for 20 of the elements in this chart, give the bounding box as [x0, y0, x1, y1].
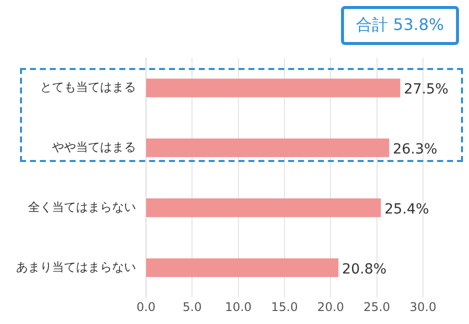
y-tick-label: 全く当てはまらない: [28, 200, 136, 214]
bar: [146, 198, 381, 218]
text: 合計 53.8%: [341, 6, 459, 45]
y-tick-label: やや当てはまる: [52, 140, 136, 154]
x-tick-label: 5.0: [182, 300, 202, 314]
x-tick-label: 0.0: [136, 300, 156, 314]
x-tick-label: 20.0: [317, 300, 344, 314]
bar: [146, 78, 400, 98]
data-label: 25.4%: [384, 201, 430, 218]
data-label: 26.3%: [392, 141, 438, 158]
x-tick-label: 30.0: [410, 300, 436, 314]
data-label: 27.5%: [404, 82, 448, 98]
y-tick-label: とても当てはまる: [40, 80, 136, 94]
data-label: 20.8%: [342, 261, 387, 278]
x-tick-label: 15.0: [271, 300, 298, 314]
y-tick-label: あまり当てはまらない: [16, 260, 136, 274]
bar: [146, 138, 390, 158]
x-tick-label: 10.0: [224, 300, 252, 314]
x-tick-label: 25.0: [363, 300, 390, 314]
bar: [146, 258, 338, 277]
